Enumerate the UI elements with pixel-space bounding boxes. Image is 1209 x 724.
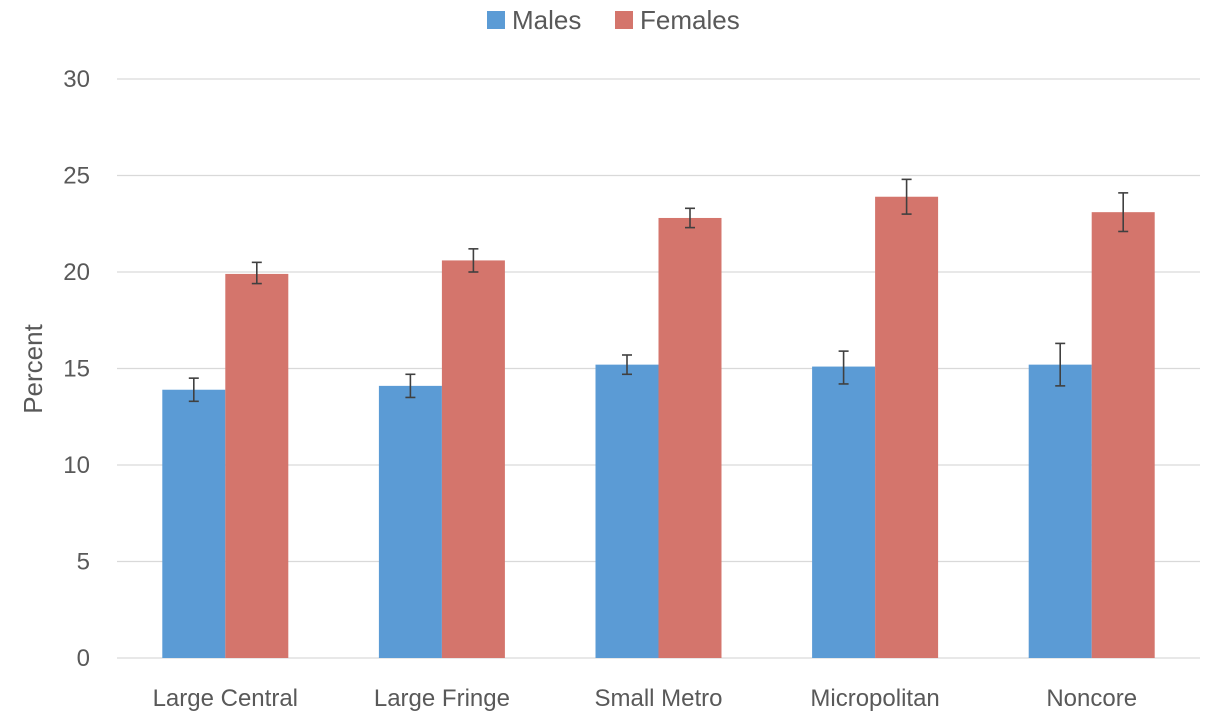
y-tick-label: 25 [63, 163, 90, 190]
bars [162, 196, 1155, 659]
y-tick-label: 10 [63, 452, 90, 479]
error-bar [1118, 192, 1129, 233]
error-bars [188, 178, 1129, 403]
y-tick-label: 5 [77, 549, 90, 576]
error-bar [622, 354, 632, 376]
bar-females-large-central [225, 273, 289, 658]
error-bar [685, 207, 695, 229]
bar-males-large-fringe [378, 385, 442, 658]
legend-label-males: Males [512, 5, 581, 35]
x-category-label: Large Fringe [374, 685, 510, 712]
y-tick-label: 15 [63, 356, 90, 383]
legend-swatch-males [487, 11, 505, 29]
error-bar [838, 350, 849, 385]
bar-females-small-metro [658, 217, 722, 658]
y-tick-label: 30 [63, 66, 90, 93]
y-axis-title: Percent [18, 323, 48, 413]
bar-females-large-fringe [441, 260, 505, 658]
x-category-label: Small Metro [594, 685, 722, 712]
bar-males-large-central [162, 389, 226, 658]
y-tick-label: 0 [77, 645, 90, 672]
error-bar [1055, 342, 1066, 387]
x-category-label: Micropolitan [810, 685, 939, 712]
bar-females-noncore [1091, 212, 1155, 659]
error-bar [405, 373, 416, 399]
error-bar [188, 377, 199, 403]
legend: Males Females [487, 5, 740, 35]
error-bar [468, 248, 479, 273]
x-category-label: Noncore [1046, 685, 1137, 712]
bar-females-micropolitan [875, 196, 939, 659]
bar-males-noncore [1028, 364, 1092, 658]
y-axis-ticks: 0 5 10 15 20 25 30 [63, 66, 90, 672]
x-category-label: Large Central [153, 685, 298, 712]
error-bar [901, 178, 912, 215]
y-tick-label: 20 [63, 259, 90, 286]
bar-males-micropolitan [812, 366, 876, 658]
legend-swatch-females [615, 11, 633, 29]
bar-males-small-metro [595, 364, 659, 658]
legend-label-females: Females [640, 5, 740, 35]
x-axis-categories: Large Central Large Fringe Small Metro Micr… [153, 685, 1137, 712]
error-bar [251, 261, 262, 285]
